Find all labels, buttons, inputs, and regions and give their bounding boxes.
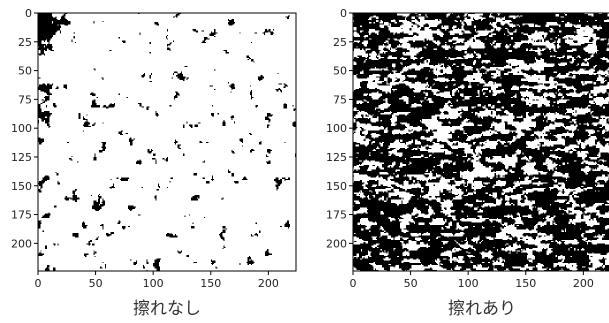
y-tick-label: 175	[11, 209, 32, 222]
y-tick-label: 50	[333, 65, 347, 78]
y-tick-label: 75	[18, 93, 32, 106]
x-tick-label: 150	[200, 277, 221, 290]
y-tick-label: 25	[18, 36, 32, 49]
y-tick-label: 150	[11, 180, 32, 193]
y-tick-label: 200	[326, 237, 347, 250]
y-tick-label: 50	[18, 65, 32, 78]
x-tick-label: 100	[458, 277, 479, 290]
y-tick-label: 100	[11, 122, 32, 135]
axes-frame	[352, 12, 609, 272]
x-tick-label: 200	[573, 277, 594, 290]
x-tick-label: 50	[404, 277, 418, 290]
y-tick-label: 175	[326, 209, 347, 222]
heatmap-panel-2: 0 50 100 150 200 0 25 50 75 100 125 150 175 200 擦れあり	[326, 7, 609, 319]
axes-frame	[37, 12, 297, 272]
y-tick-label: 150	[326, 180, 347, 193]
heatmap-image	[353, 13, 609, 271]
x-tick-label: 0	[350, 277, 357, 290]
y-tick-label: 200	[11, 237, 32, 250]
y-tick-label: 125	[11, 151, 32, 164]
x-tick-label: 0	[35, 277, 42, 290]
heatmap-panel-1: 0 50 100 150 200 0 25 50 75 100 125 150 175 200 擦れなし	[11, 7, 297, 319]
x-tick-label: 50	[89, 277, 103, 290]
y-tick-label: 0	[25, 7, 32, 20]
y-tick-label: 25	[333, 36, 347, 49]
x-tick-label: 200	[258, 277, 279, 290]
heatmap-image	[38, 13, 296, 271]
x-tick-label: 150	[515, 277, 536, 290]
panel-title: 擦れあり	[448, 299, 516, 319]
x-tick-label: 100	[143, 277, 164, 290]
y-tick-label: 125	[326, 151, 347, 164]
panel-title: 擦れなし	[133, 299, 201, 319]
y-tick-label: 75	[333, 93, 347, 106]
y-tick-label: 0	[340, 7, 347, 20]
y-tick-label: 100	[326, 122, 347, 135]
